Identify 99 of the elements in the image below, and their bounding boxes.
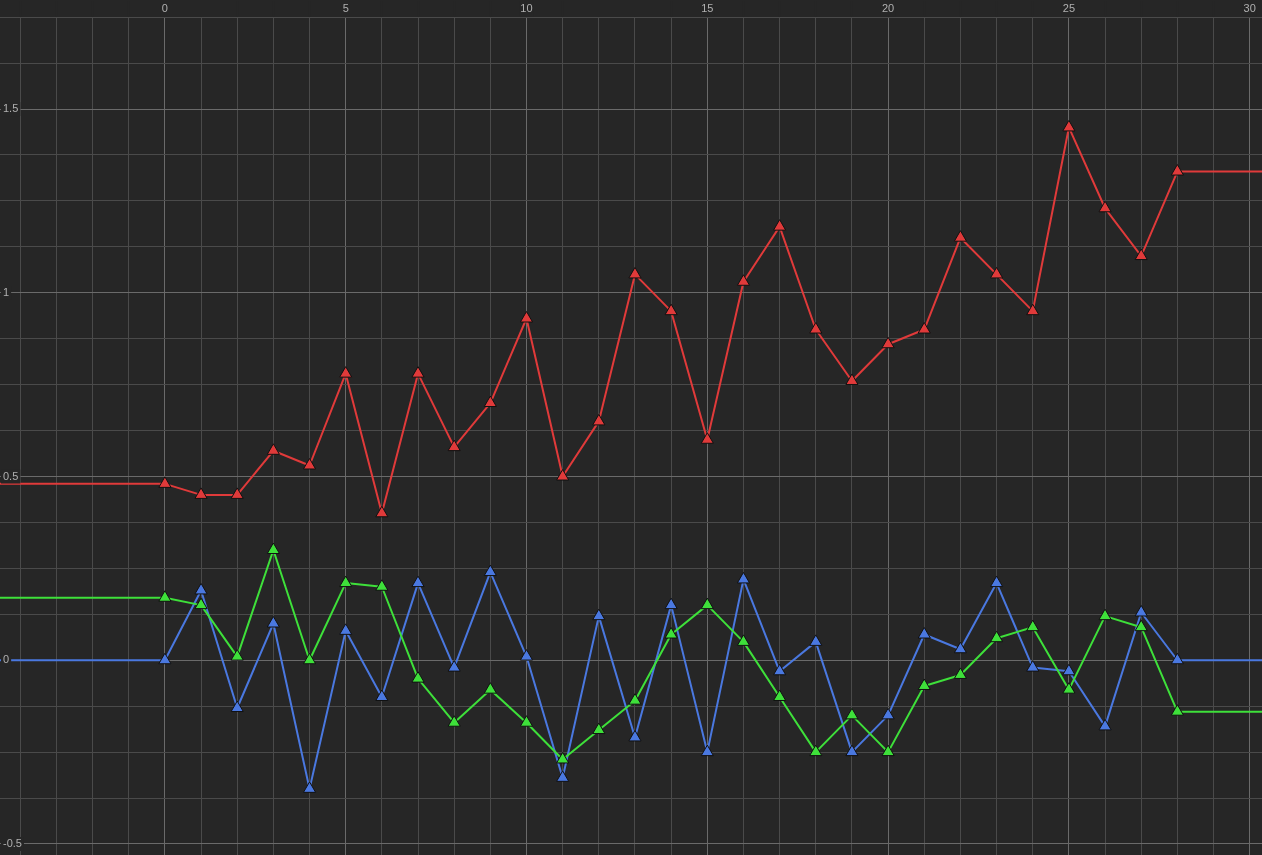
y-tick-label: 0.5	[3, 469, 19, 482]
point	[592, 413, 606, 426]
point	[700, 597, 714, 610]
x-tick-label: 5	[342, 1, 349, 14]
point	[809, 744, 823, 757]
point	[339, 623, 353, 635]
point	[556, 770, 570, 782]
point	[302, 458, 317, 470]
point	[375, 505, 389, 518]
point	[881, 707, 895, 720]
point	[664, 303, 678, 316]
point	[845, 744, 859, 757]
point	[1134, 619, 1148, 632]
point	[1062, 682, 1076, 694]
point	[302, 652, 317, 665]
point	[990, 575, 1004, 588]
point	[917, 627, 931, 639]
point	[447, 660, 461, 672]
point	[483, 682, 497, 694]
point	[592, 608, 606, 621]
x-tick-label: 0	[161, 1, 168, 14]
x-tick-label: 30	[1243, 1, 1256, 14]
y-tick-label: 1	[3, 285, 10, 298]
point	[628, 693, 642, 705]
point	[339, 366, 353, 378]
point	[773, 663, 787, 676]
x-tick-label: 15	[701, 1, 714, 14]
point	[917, 678, 931, 690]
x-tick-label: 25	[1062, 1, 1076, 14]
point	[845, 373, 859, 385]
point	[809, 322, 823, 334]
point	[1026, 303, 1040, 316]
point	[1134, 604, 1148, 617]
point	[1134, 248, 1148, 261]
point	[1170, 164, 1184, 176]
point	[158, 652, 172, 665]
point	[700, 744, 714, 757]
point	[519, 311, 534, 323]
point	[266, 443, 280, 455]
y-tick-label: 0	[3, 653, 10, 666]
point	[1026, 660, 1040, 672]
point	[556, 469, 570, 481]
point	[1062, 119, 1076, 132]
point	[664, 627, 678, 639]
x-tick-label: 20	[881, 1, 895, 14]
point	[664, 597, 678, 610]
point	[230, 487, 244, 499]
point	[375, 689, 389, 701]
point	[845, 707, 859, 720]
point	[881, 336, 895, 349]
point	[230, 649, 244, 661]
point	[953, 667, 967, 679]
point	[483, 564, 497, 577]
point	[447, 715, 461, 727]
y-tick-label: 1.5	[3, 102, 19, 115]
point	[266, 542, 280, 555]
point	[773, 689, 787, 701]
point	[736, 274, 751, 286]
point	[1098, 718, 1112, 731]
point	[194, 582, 208, 595]
point	[1026, 619, 1040, 632]
point	[1062, 663, 1076, 676]
point	[592, 722, 606, 735]
point	[881, 744, 895, 757]
y-tick-label: -0.5	[3, 837, 22, 850]
point	[628, 729, 642, 742]
point	[158, 476, 172, 488]
point	[302, 781, 317, 793]
point	[700, 432, 714, 444]
point	[230, 700, 244, 713]
point	[917, 322, 931, 334]
point	[519, 649, 534, 661]
point	[953, 230, 967, 242]
point	[556, 751, 570, 764]
point	[736, 634, 751, 646]
point	[194, 597, 208, 610]
point	[736, 571, 751, 584]
point	[990, 630, 1004, 643]
x-tick-label: 10	[520, 1, 533, 14]
point	[447, 439, 461, 452]
point	[411, 671, 425, 683]
point	[953, 641, 967, 654]
point	[1098, 608, 1112, 621]
point	[411, 575, 425, 588]
point	[990, 266, 1004, 279]
point	[628, 266, 642, 279]
point	[1170, 652, 1184, 665]
point	[1170, 704, 1184, 716]
point	[809, 634, 823, 646]
point	[266, 616, 280, 628]
point	[375, 579, 389, 591]
point	[194, 487, 208, 499]
point	[483, 395, 497, 408]
point	[519, 715, 534, 727]
point	[1098, 200, 1112, 213]
point	[158, 590, 172, 602]
point	[773, 219, 787, 231]
point	[411, 366, 425, 378]
point	[339, 575, 353, 588]
